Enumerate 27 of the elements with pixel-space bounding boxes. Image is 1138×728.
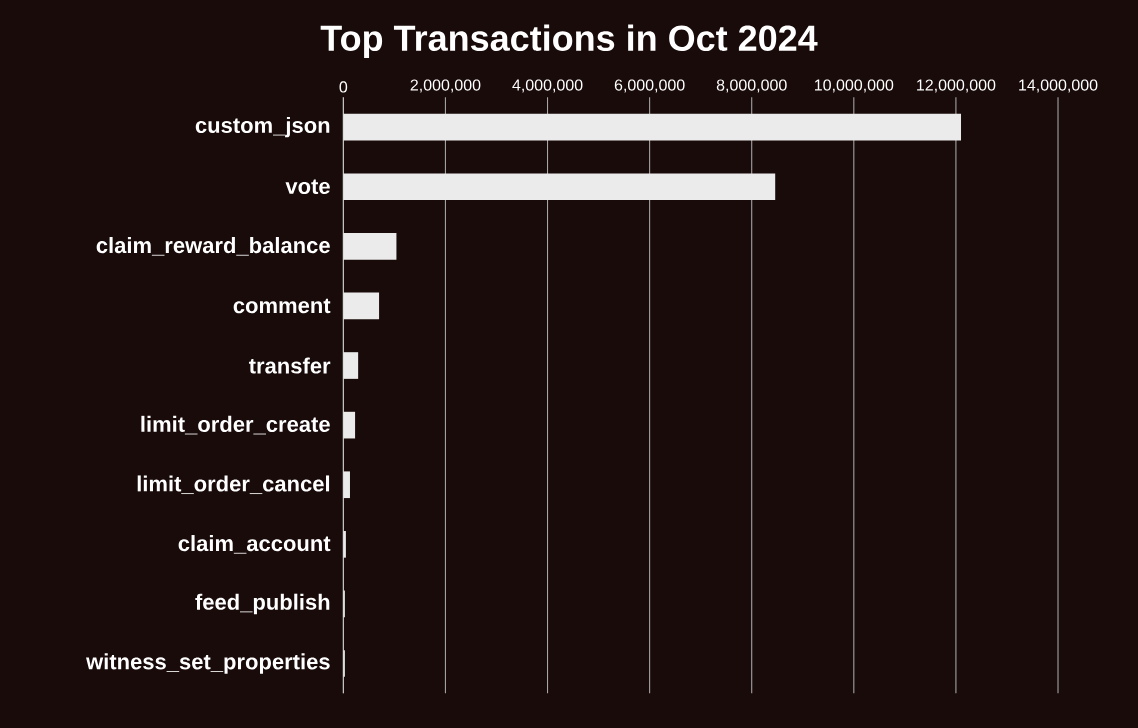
bar [343, 233, 397, 260]
x-tick-label: 0 [339, 81, 348, 93]
bar [343, 411, 356, 439]
bar [343, 531, 346, 558]
x-tick-label: 2,000,000 [410, 79, 481, 93]
y-tick-label: limit_order_cancel [137, 475, 330, 495]
y-tick-label: claim_account [178, 535, 331, 554]
bar [343, 292, 380, 320]
chart-title: Top Transactions in Oct 2024 [320, 24, 818, 59]
y-tick-label: witness_set_properties [86, 653, 330, 674]
y-tick-label: transfer [248, 357, 331, 374]
bar [343, 113, 962, 141]
x-tick-label: 6,000,000 [614, 79, 685, 93]
bar [343, 173, 776, 201]
y-tick-label: limit_order_create [141, 415, 330, 435]
y-tick-label: custom_json [195, 116, 330, 138]
x-tick-label: 8,000,000 [716, 79, 787, 93]
y-tick-label: claim_reward_balance [96, 237, 330, 256]
bar [343, 471, 350, 499]
y-tick-label: comment [233, 298, 331, 314]
bar [343, 352, 359, 379]
x-tick-label: 14,000,000 [1019, 79, 1098, 93]
x-tick-label: 12,000,000 [917, 79, 996, 93]
x-tick-label: 10,000,000 [814, 79, 894, 93]
x-tick-label: 4,000,000 [512, 79, 583, 93]
y-tick-label: vote [285, 179, 330, 194]
y-tick-label: feed_publish [195, 593, 330, 615]
